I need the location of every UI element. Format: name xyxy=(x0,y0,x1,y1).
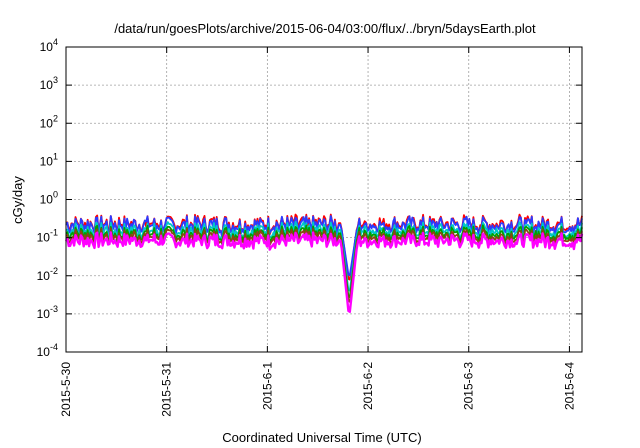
y-tick-label: 102 xyxy=(40,113,58,130)
chart-title: /data/run/goesPlots/archive/2015-06-04/0… xyxy=(114,21,536,36)
y-tick-label: 10-3 xyxy=(37,304,58,321)
series-line xyxy=(65,221,583,292)
x-tick-label: 2015-5-30 xyxy=(59,362,73,417)
series-group xyxy=(64,213,584,313)
y-tick-label: 10-2 xyxy=(37,266,58,283)
y-tick-label: 10-4 xyxy=(37,342,58,359)
y-axis-label: cGy/day xyxy=(10,176,25,224)
x-tick-label: 2015-6-1 xyxy=(260,362,274,410)
y-tick-label: 10-1 xyxy=(37,228,58,245)
x-tick-labels: 2015-5-30 2015-5-31 2015-6-1 2015-6-2 2015-6… xyxy=(59,362,576,417)
series-line xyxy=(65,215,583,277)
y-tick-labels: 10-4 10-3 10-2 10-1 100 101 102 103 104 xyxy=(37,37,58,359)
y-tick-label: 100 xyxy=(40,190,58,207)
x-tick-label: 2015-5-31 xyxy=(160,362,174,417)
series-line xyxy=(65,224,583,299)
x-tick-label: 2015-6-4 xyxy=(562,362,576,410)
y-tick-label: 103 xyxy=(40,75,58,92)
axis-ticks xyxy=(65,46,582,353)
grid xyxy=(66,47,582,352)
x-tick-label: 2015-6-3 xyxy=(462,362,476,410)
y-tick-label: 104 xyxy=(40,37,58,54)
series-line xyxy=(64,231,584,313)
y-tick-label: 101 xyxy=(40,151,58,168)
series-line xyxy=(65,227,583,303)
x-tick-label: 2015-6-2 xyxy=(361,362,375,410)
x-axis-label: Coordinated Universal Time (UTC) xyxy=(222,430,421,445)
